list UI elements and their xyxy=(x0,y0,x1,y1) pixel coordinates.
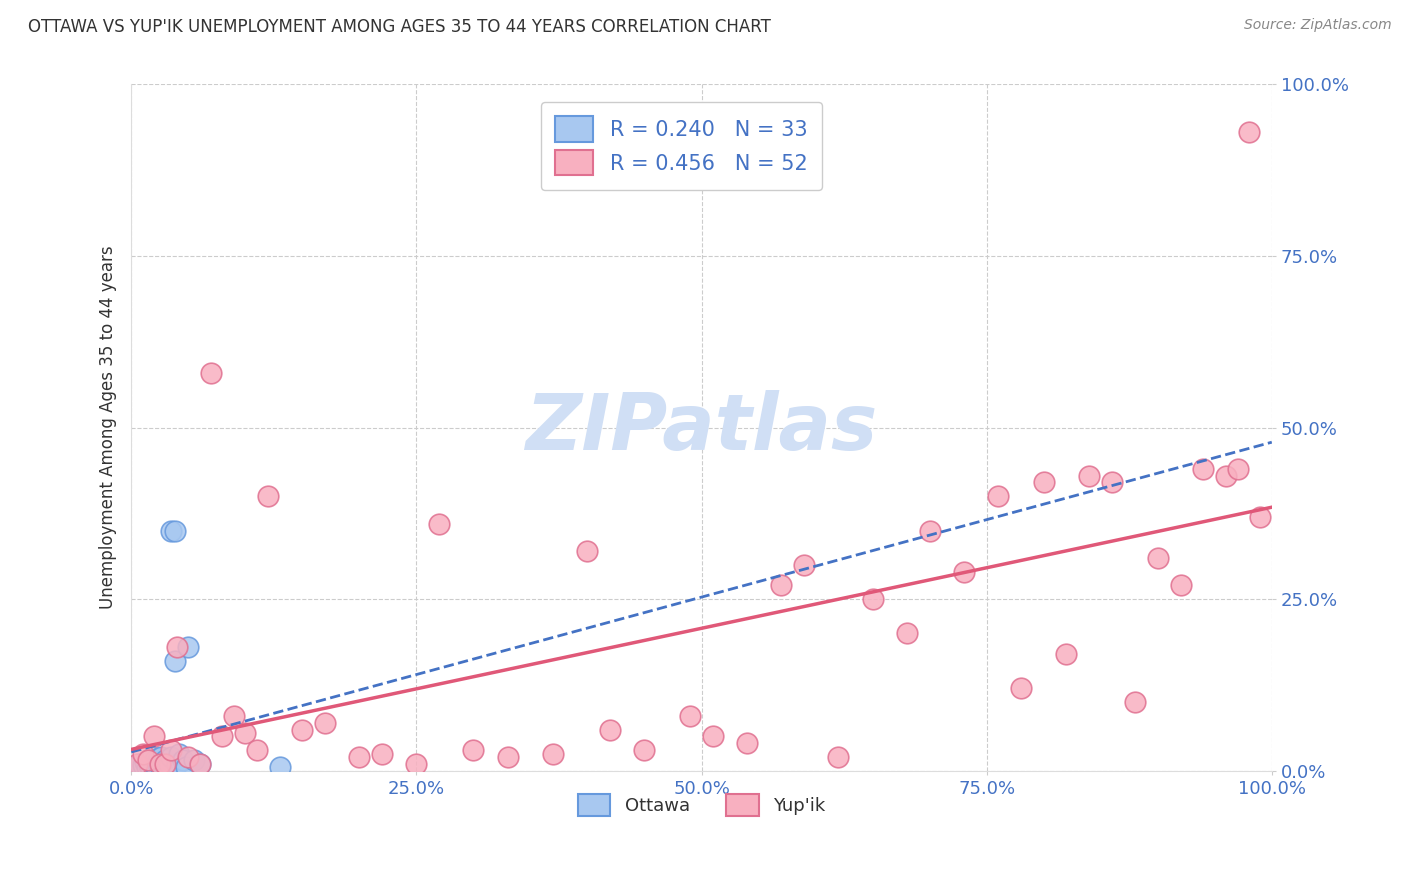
Point xyxy=(141,750,163,764)
Point xyxy=(405,756,427,771)
Point xyxy=(541,747,564,761)
Text: Source: ZipAtlas.com: Source: ZipAtlas.com xyxy=(1244,18,1392,32)
Point xyxy=(155,756,177,771)
Point xyxy=(269,760,291,774)
Point xyxy=(896,626,918,640)
Point xyxy=(1032,475,1054,490)
Point xyxy=(143,730,166,744)
Point xyxy=(138,753,160,767)
Point xyxy=(349,750,371,764)
Point xyxy=(163,524,186,538)
Point xyxy=(1192,461,1215,475)
Point xyxy=(188,756,211,771)
Point xyxy=(427,516,450,531)
Point xyxy=(463,743,485,757)
Point xyxy=(222,708,245,723)
Point xyxy=(174,760,197,774)
Point xyxy=(177,640,200,655)
Point xyxy=(633,743,655,757)
Point xyxy=(134,756,156,770)
Point xyxy=(142,760,165,774)
Point xyxy=(143,753,166,767)
Point xyxy=(188,756,211,771)
Point xyxy=(211,730,233,744)
Point xyxy=(987,489,1010,503)
Point xyxy=(155,753,177,767)
Point xyxy=(160,750,183,764)
Point xyxy=(125,760,148,774)
Point xyxy=(291,723,314,737)
Point xyxy=(150,760,173,774)
Point xyxy=(1010,681,1032,696)
Point xyxy=(1078,468,1101,483)
Point xyxy=(827,750,849,764)
Point xyxy=(702,730,724,744)
Point xyxy=(148,751,170,765)
Point xyxy=(953,565,976,579)
Point xyxy=(233,726,256,740)
Point xyxy=(371,747,394,761)
Point xyxy=(1170,578,1192,592)
Point xyxy=(257,489,280,503)
Point xyxy=(172,753,194,767)
Point xyxy=(735,736,758,750)
Point xyxy=(1215,468,1237,483)
Point xyxy=(125,756,148,771)
Point xyxy=(149,758,172,772)
Point xyxy=(136,760,159,774)
Point xyxy=(770,578,793,592)
Point xyxy=(145,760,167,774)
Point xyxy=(166,756,188,771)
Point xyxy=(138,758,160,772)
Point xyxy=(149,750,172,764)
Point xyxy=(138,753,160,767)
Point xyxy=(496,750,519,764)
Point xyxy=(1101,475,1123,490)
Point xyxy=(183,753,205,767)
Point xyxy=(131,747,153,761)
Text: OTTAWA VS YUP'IK UNEMPLOYMENT AMONG AGES 35 TO 44 YEARS CORRELATION CHART: OTTAWA VS YUP'IK UNEMPLOYMENT AMONG AGES… xyxy=(28,18,770,36)
Point xyxy=(1249,509,1271,524)
Point xyxy=(918,524,941,538)
Point xyxy=(163,654,186,668)
Point xyxy=(1056,647,1078,661)
Point xyxy=(152,756,174,771)
Point xyxy=(160,743,183,757)
Point xyxy=(149,756,172,771)
Point xyxy=(167,747,190,761)
Point xyxy=(314,715,336,730)
Point xyxy=(679,708,702,723)
Point xyxy=(131,758,153,772)
Point xyxy=(1123,695,1146,709)
Point xyxy=(1237,126,1260,140)
Y-axis label: Unemployment Among Ages 35 to 44 years: Unemployment Among Ages 35 to 44 years xyxy=(100,246,117,609)
Point xyxy=(177,750,200,764)
Point xyxy=(157,756,180,771)
Point xyxy=(128,756,150,771)
Point xyxy=(1226,461,1249,475)
Point xyxy=(143,756,166,771)
Point xyxy=(599,723,621,737)
Point xyxy=(146,756,169,770)
Point xyxy=(166,640,188,655)
Point xyxy=(1146,551,1168,566)
Point xyxy=(160,524,183,538)
Point xyxy=(576,544,599,558)
Text: ZIPatlas: ZIPatlas xyxy=(526,390,877,466)
Point xyxy=(155,758,177,772)
Point xyxy=(862,592,884,607)
Point xyxy=(793,558,815,572)
Point xyxy=(200,366,222,380)
Legend: Ottawa, Yup'ik: Ottawa, Yup'ik xyxy=(571,787,832,823)
Point xyxy=(246,743,269,757)
